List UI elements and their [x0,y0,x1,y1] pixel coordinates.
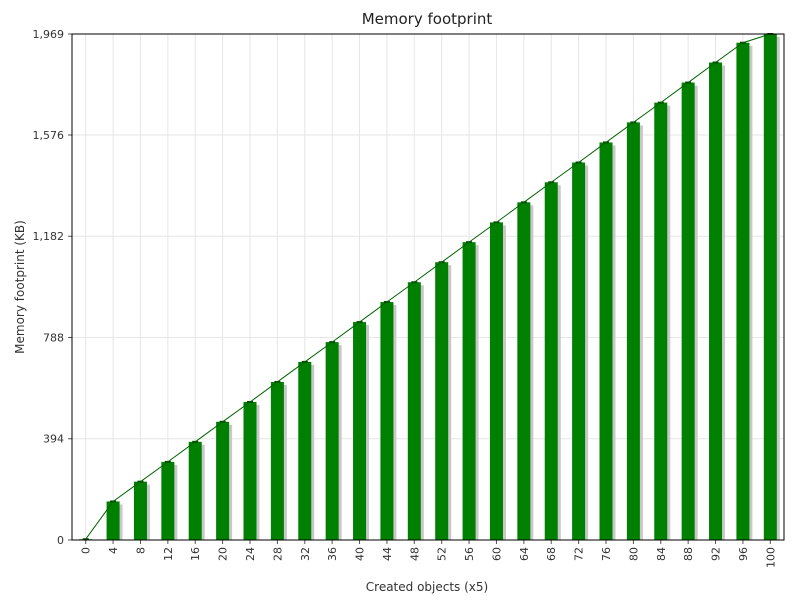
y-tick-label: 0 [57,534,64,547]
bar [462,242,476,540]
x-tick-label: 100 [764,547,777,568]
y-tick-label: 1,576 [33,129,65,142]
bar [736,42,750,541]
bar [243,402,257,540]
bar [709,62,723,540]
bar [626,122,640,541]
bar [435,262,449,540]
overlay-line [85,33,771,540]
x-tick-label: 48 [408,547,421,561]
chart-title: Memory footprint [362,10,493,28]
x-tick-label: 84 [655,547,668,561]
x-tick-label: 20 [217,547,230,561]
bar [763,34,777,540]
trend-line [85,33,771,540]
x-tick-label: 88 [682,547,695,561]
bar [489,222,503,540]
y-axis-label: Memory footprint (KB) [13,220,27,354]
y-tick-label: 788 [43,331,64,344]
x-tick-label: 0 [80,547,93,554]
bar [188,441,202,540]
x-tick-label: 80 [627,547,640,561]
y-tick-label: 394 [43,433,64,446]
x-tick-label: 76 [600,547,613,561]
bar [572,162,586,540]
bar [216,421,230,540]
x-tick-label: 64 [518,547,531,561]
y-tick-label: 1,969 [33,28,65,41]
bar [517,202,531,540]
x-tick-label: 52 [436,547,449,561]
x-tick-label: 24 [244,547,257,561]
plot-frame [71,33,785,541]
bar [544,182,558,540]
x-tick-label: 32 [299,547,312,561]
bar [325,342,339,540]
x-tick-label: 72 [573,547,586,561]
x-tick-label: 8 [134,547,147,554]
x-tick-label: 4 [107,547,120,554]
bar [654,102,668,540]
bars [79,33,780,541]
x-tick-label: 40 [354,547,367,561]
x-tick-label: 36 [326,547,339,561]
bar [353,322,367,540]
bar [133,481,147,540]
bar [270,381,284,540]
x-tick-label: 68 [545,547,558,561]
x-tick-label: 56 [463,547,476,561]
y-tick-label: 1,182 [33,230,65,243]
grid-lines [72,33,784,541]
x-tick-label: 92 [710,547,723,561]
bar [298,361,312,540]
x-tick-label: 44 [381,547,394,561]
bar [407,282,421,540]
x-tick-label: 96 [737,547,750,561]
x-tick-label: 12 [162,547,175,561]
bar [681,82,695,541]
x-tick-label: 28 [271,547,284,561]
bar [599,142,613,540]
bar [106,501,120,540]
x-axis-label: Created objects (x5) [366,580,488,594]
bar [380,302,394,540]
bar [161,461,175,540]
x-tick-label: 16 [189,547,202,561]
x-tick-label: 60 [490,547,503,561]
